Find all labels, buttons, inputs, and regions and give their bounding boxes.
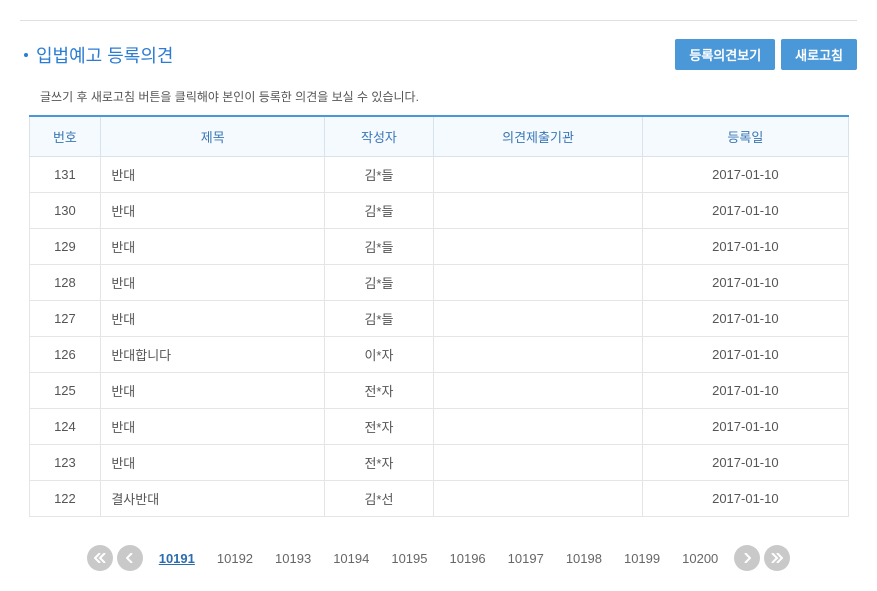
cell-subject[interactable]: 반대: [101, 229, 325, 265]
cell-no: 123: [29, 445, 101, 481]
cell-author: 전*자: [325, 445, 434, 481]
cell-org: [433, 229, 642, 265]
cell-org: [433, 337, 642, 373]
cell-no: 131: [29, 157, 101, 193]
table-row[interactable]: 127반대김*들 2017-01-10: [29, 301, 848, 337]
cell-author: 전*자: [325, 373, 434, 409]
notice-text: 글쓰기 후 새로고침 버튼을 클릭해야 본인이 등록한 의견을 보실 수 있습니…: [20, 88, 857, 105]
cell-org: [433, 265, 642, 301]
col-header-no: 번호: [29, 116, 101, 157]
page-last-button[interactable]: [764, 545, 790, 571]
cell-date: 2017-01-10: [643, 481, 848, 517]
page-number[interactable]: 10197: [508, 551, 544, 566]
cell-subject[interactable]: 반대: [101, 373, 325, 409]
cell-subject[interactable]: 반대: [101, 157, 325, 193]
table-row[interactable]: 123반대전*자 2017-01-10: [29, 445, 848, 481]
cell-subject[interactable]: 반대: [101, 193, 325, 229]
page-first-button[interactable]: [87, 545, 113, 571]
page-number[interactable]: 10196: [450, 551, 486, 566]
col-header-author: 작성자: [325, 116, 434, 157]
table-row[interactable]: 122결사반대김*선 2017-01-10: [29, 481, 848, 517]
cell-org: [433, 409, 642, 445]
table-row[interactable]: 126반대합니다이*자 2017-01-10: [29, 337, 848, 373]
page-prev-button[interactable]: [117, 545, 143, 571]
table-row[interactable]: 131반대김*들 2017-01-10: [29, 157, 848, 193]
cell-subject[interactable]: 반대: [101, 445, 325, 481]
cell-no: 125: [29, 373, 101, 409]
cell-author: 김*들: [325, 301, 434, 337]
cell-date: 2017-01-10: [643, 445, 848, 481]
cell-date: 2017-01-10: [643, 157, 848, 193]
cell-date: 2017-01-10: [643, 265, 848, 301]
page-number[interactable]: 10193: [275, 551, 311, 566]
table-row[interactable]: 129반대김*들 2017-01-10: [29, 229, 848, 265]
col-header-date: 등록일: [643, 116, 848, 157]
cell-org: [433, 481, 642, 517]
cell-author: 김*들: [325, 193, 434, 229]
cell-author: 김*선: [325, 481, 434, 517]
page-number[interactable]: 10191: [159, 551, 195, 566]
cell-date: 2017-01-10: [643, 337, 848, 373]
cell-subject[interactable]: 반대합니다: [101, 337, 325, 373]
cell-org: [433, 193, 642, 229]
cell-date: 2017-01-10: [643, 301, 848, 337]
cell-no: 127: [29, 301, 101, 337]
table-row[interactable]: 130반대김*들 2017-01-10: [29, 193, 848, 229]
cell-date: 2017-01-10: [643, 409, 848, 445]
page-number[interactable]: 10198: [566, 551, 602, 566]
cell-author: 김*들: [325, 229, 434, 265]
table-row[interactable]: 124반대전*자 2017-01-10: [29, 409, 848, 445]
cell-no: 126: [29, 337, 101, 373]
table-row[interactable]: 128반대김*들 2017-01-10: [29, 265, 848, 301]
cell-no: 128: [29, 265, 101, 301]
cell-author: 김*들: [325, 265, 434, 301]
col-header-org: 의견제출기관: [433, 116, 642, 157]
cell-author: 전*자: [325, 409, 434, 445]
cell-no: 122: [29, 481, 101, 517]
cell-date: 2017-01-10: [643, 229, 848, 265]
cell-date: 2017-01-10: [643, 193, 848, 229]
section-header: 입법예고 등록의견 등록의견보기 새로고침: [20, 20, 857, 70]
page-number[interactable]: 10194: [333, 551, 369, 566]
title-bullet: [24, 53, 28, 57]
cell-org: [433, 373, 642, 409]
cell-org: [433, 301, 642, 337]
cell-subject[interactable]: 반대: [101, 409, 325, 445]
cell-no: 124: [29, 409, 101, 445]
pagination: 10191 10192 10193 10194 10195 10196 10197 10198…: [20, 545, 857, 571]
cell-subject[interactable]: 결사반대: [101, 481, 325, 517]
refresh-button[interactable]: 새로고침: [781, 39, 857, 70]
page-title: 입법예고 등록의견: [36, 42, 173, 68]
page-number[interactable]: 10200: [682, 551, 718, 566]
cell-no: 130: [29, 193, 101, 229]
page-number[interactable]: 10192: [217, 551, 253, 566]
cell-subject[interactable]: 반대: [101, 265, 325, 301]
cell-no: 129: [29, 229, 101, 265]
page-number[interactable]: 10195: [391, 551, 427, 566]
view-opinions-button[interactable]: 등록의견보기: [675, 39, 775, 70]
opinions-table: 번호 제목 작성자 의견제출기관 등록일 131반대김*들2017-01-101…: [29, 115, 849, 517]
cell-author: 김*들: [325, 157, 434, 193]
cell-subject[interactable]: 반대: [101, 301, 325, 337]
cell-author: 이*자: [325, 337, 434, 373]
page-next-button[interactable]: [734, 545, 760, 571]
table-row[interactable]: 125반대전*자 2017-01-10: [29, 373, 848, 409]
cell-org: [433, 445, 642, 481]
cell-org: [433, 157, 642, 193]
cell-date: 2017-01-10: [643, 373, 848, 409]
page-number[interactable]: 10199: [624, 551, 660, 566]
col-header-subject: 제목: [101, 116, 325, 157]
